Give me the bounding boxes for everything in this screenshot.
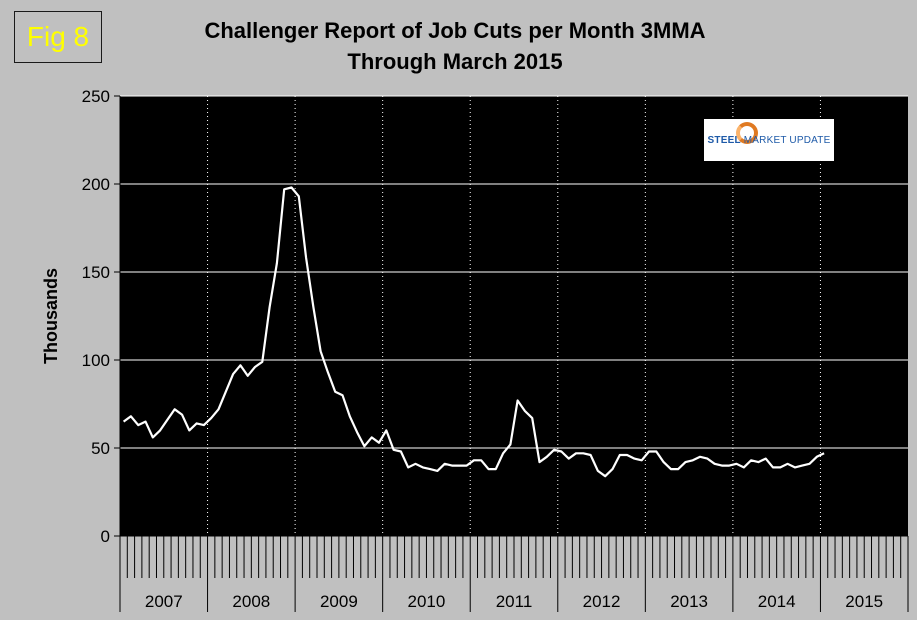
y-tick-label: 200 [82,175,110,194]
y-tick-label: 100 [82,351,110,370]
y-tick-label: 0 [101,527,110,546]
series-line-job-cuts [122,186,825,478]
x-tick-label-year: 2009 [320,592,358,611]
x-tick-label-year: 2010 [408,592,446,611]
x-tick-label-year: 2015 [845,592,883,611]
x-tick-label-year: 2011 [496,592,533,611]
x-tick-label-year: 2013 [670,592,708,611]
x-axis: 2007 2008 2009 2010 2011 2012 2013 2014 2015 [119,96,909,612]
y-tick-label: 250 [82,87,110,106]
logo-text: STEEL MARKET UPDATE [707,134,831,146]
x-tick-label-year: 2007 [145,592,183,611]
x-tick-label-year: 2012 [583,592,621,611]
y-axis-ticks: 0 50 100 150 200 250 [82,87,120,546]
y-tick-label: 150 [82,263,110,282]
x-tick-label-year: 2008 [232,592,270,611]
chart-title: Challenger Report of Job Cuts per Month … [204,18,706,43]
steel-market-update-logo: STEEL MARKET UPDATE [704,119,834,161]
plot-area [120,96,908,536]
y-axis-label: Thousands [41,268,61,364]
logo-ring-icon [736,122,758,144]
figure-badge: Fig 8 [14,11,102,63]
chart-subtitle: Through March 2015 [347,49,563,74]
y-tick-label: 50 [91,439,110,458]
gridlines [120,95,908,536]
x-tick-label-year: 2014 [758,592,796,611]
